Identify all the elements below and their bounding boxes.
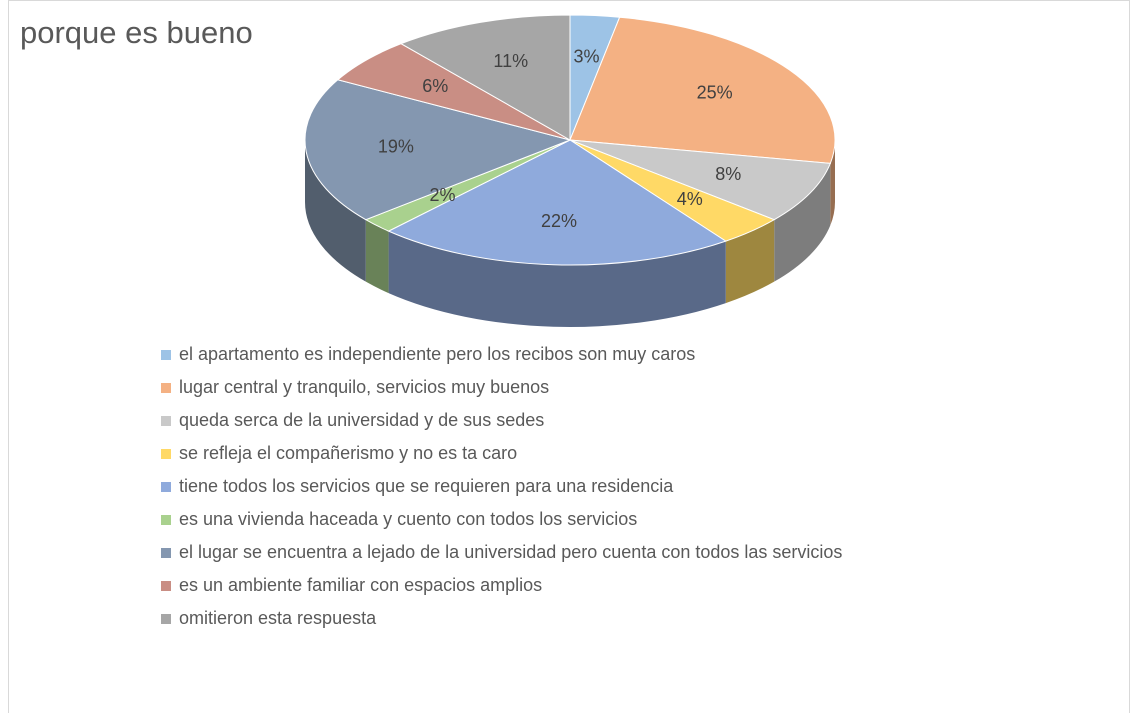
legend-swatch bbox=[161, 350, 171, 360]
data-label: 11% bbox=[493, 51, 528, 71]
legend-label: lugar central y tranquilo, servicios muy… bbox=[179, 377, 549, 397]
data-label: 19% bbox=[378, 137, 414, 157]
legend-swatch bbox=[161, 416, 171, 426]
data-label: 25% bbox=[697, 82, 733, 102]
data-label: 8% bbox=[715, 164, 741, 184]
legend-swatch bbox=[161, 581, 171, 591]
data-label: 3% bbox=[573, 47, 599, 67]
pie-slice bbox=[387, 139, 727, 266]
legend-label: omitieron esta respuesta bbox=[179, 608, 377, 628]
legend-swatch bbox=[161, 515, 171, 525]
legend-swatch bbox=[161, 482, 171, 492]
pie-side bbox=[365, 219, 389, 294]
legend-label: queda serca de la universidad y de sus s… bbox=[179, 410, 544, 430]
pie-side bbox=[388, 231, 726, 327]
legend-label: es una vivienda haceada y cuento con tod… bbox=[179, 509, 637, 529]
data-label: 22% bbox=[541, 211, 577, 231]
legend-swatch bbox=[161, 449, 171, 459]
legend-label: se refleja el compañerismo y no es ta ca… bbox=[179, 443, 517, 463]
legend-swatch bbox=[161, 383, 171, 393]
legend-label: tiene todos los servicios que se requier… bbox=[179, 476, 674, 496]
pie-slice bbox=[569, 16, 836, 164]
pie-slice bbox=[569, 139, 832, 221]
legend-label: el apartamento es independiente pero los… bbox=[179, 344, 695, 364]
pie-side bbox=[305, 140, 366, 282]
pie-side bbox=[774, 163, 831, 282]
legend-label: es un ambiente familiar con espacios amp… bbox=[179, 575, 542, 595]
legend-swatch bbox=[161, 548, 171, 558]
pie-slice bbox=[304, 79, 572, 221]
pie-slice bbox=[399, 14, 571, 141]
pie-side bbox=[725, 219, 775, 304]
data-label: 4% bbox=[677, 189, 703, 209]
legend-label: el lugar se encuentra a lejado de la uni… bbox=[179, 542, 842, 562]
legend-swatch bbox=[161, 614, 171, 624]
data-label: 2% bbox=[429, 185, 455, 205]
data-label: 6% bbox=[422, 76, 448, 96]
chart-title: porque es bueno bbox=[20, 15, 253, 50]
